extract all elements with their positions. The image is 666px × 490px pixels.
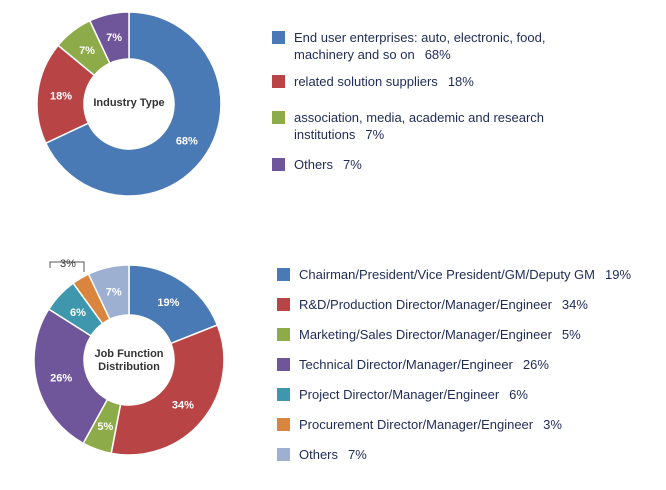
chart2-slice-6-leader-line <box>49 261 85 272</box>
chart1-slice-4-data-label: 7% <box>106 32 122 44</box>
chart2-slice-4 <box>33 308 109 445</box>
chart2-slice-7-data-label: 7% <box>106 287 122 299</box>
chart2-slice-6-data-label: 3% <box>60 258 76 270</box>
chart2-slice-4-data-label: 26% <box>50 372 72 384</box>
chart1-slice-2-data-label: 18% <box>50 90 72 102</box>
chart1-slice-4 <box>88 11 130 65</box>
chart2-slice-1-data-label: 19% <box>157 297 179 309</box>
chart2-slice-7 <box>87 264 130 321</box>
chart2-slice-3-data-label: 5% <box>97 421 113 433</box>
chart1-slice-1-data-label: 68% <box>176 136 198 148</box>
chart2-slice-5-data-label: 6% <box>70 307 86 319</box>
chart1-slice-1 <box>44 11 222 197</box>
chart1-slice-3-data-label: 7% <box>79 45 95 57</box>
chart2-slice-2 <box>110 324 225 456</box>
chart2-slice-2-data-label: 34% <box>172 400 194 412</box>
industry-type-center-label: Industry Type <box>93 97 165 109</box>
job-function-center-label: Job Function Distribution <box>94 348 164 373</box>
